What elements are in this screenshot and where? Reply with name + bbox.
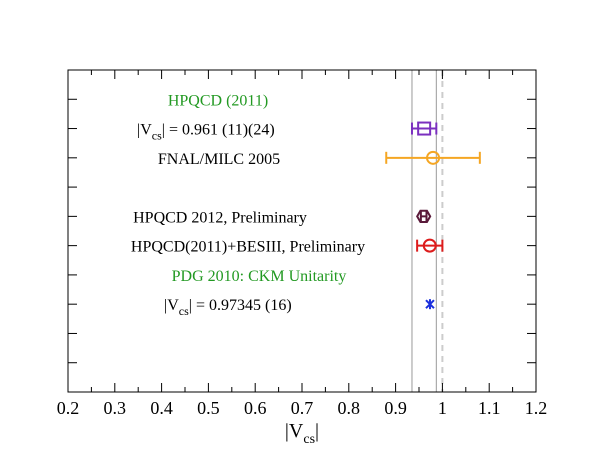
x-tick-label: 0.6 [244, 398, 267, 418]
x-tick-label: 1.1 [478, 398, 501, 418]
point-fnal-milc-2005 [385, 150, 481, 165]
annotation-suffix: | = 0.961 (11)(24) [162, 122, 275, 139]
x-axis-label-group: |Vcs| [285, 420, 319, 447]
annotation-prefix: |V [137, 122, 152, 139]
square-marker [417, 121, 432, 136]
plot-frame [67, 69, 537, 393]
circle-marker [426, 150, 441, 165]
annotation-fnal-label: FNAL/MILC 2005 [158, 151, 280, 168]
x-tick-label: 0.7 [291, 398, 314, 418]
annotation-suffix: | = 0.97345 (16) [189, 297, 292, 314]
x-tick-label: 0.2 [57, 398, 80, 418]
x-tick-label: 0.9 [384, 398, 407, 418]
x-tick-label: 1 [438, 398, 447, 418]
x-tick-label: 0.5 [197, 398, 220, 418]
annotation-hpqcd2012-label: HPQCD 2012, Preliminary [133, 209, 307, 226]
point-hpqcd-2012-preliminary [416, 209, 432, 223]
annotation-pdg-title: PDG 2010: CKM Unitarity [172, 268, 347, 285]
x-axis-label-close: | [315, 420, 319, 442]
circle-marker [422, 238, 437, 253]
annotation-besiii-label: HPQCD(2011)+BESIII, Preliminary [131, 239, 365, 256]
point-pdg-2010-ckm-unitarity [425, 299, 435, 310]
x-tick-label: 0.8 [338, 398, 361, 418]
point-hpqcd-2011 [410, 121, 438, 136]
x-tick-label: 0.4 [150, 398, 173, 418]
x-tick-label: 1.2 [525, 398, 548, 418]
annotation-hpqcd2011-value: |Vcs| = 0.961 (11)(24) [137, 122, 275, 143]
annotation-subscript: cs [152, 129, 162, 143]
annotation-subscript: cs [179, 304, 189, 318]
annotation-pdg-value: |Vcs| = 0.97345 (16) [164, 297, 292, 318]
x-axis-label-subscript: cs [303, 432, 315, 447]
reference-bands [411, 70, 444, 392]
annotations: HPQCD (2011)|Vcs| = 0.961 (11)(24)FNAL/M… [131, 92, 365, 318]
axes: 0.2 0.3 0.4 0.5 0.6 0.7 0.8 0.9 1 1.1 1.2 [57, 69, 548, 418]
x-axis-label-main: |V [285, 420, 304, 442]
point-hpqcd-2011-besiii-preliminary [416, 238, 444, 253]
star-marker [425, 299, 435, 310]
annotation-prefix: |V [164, 297, 179, 314]
x-tick-label: 0.3 [104, 398, 127, 418]
hexagon-marker [416, 209, 432, 223]
annotation-hpqcd2011-title: HPQCD (2011) [168, 92, 268, 109]
x-axis-label: |Vcs| [285, 420, 319, 447]
data-points [385, 121, 481, 310]
